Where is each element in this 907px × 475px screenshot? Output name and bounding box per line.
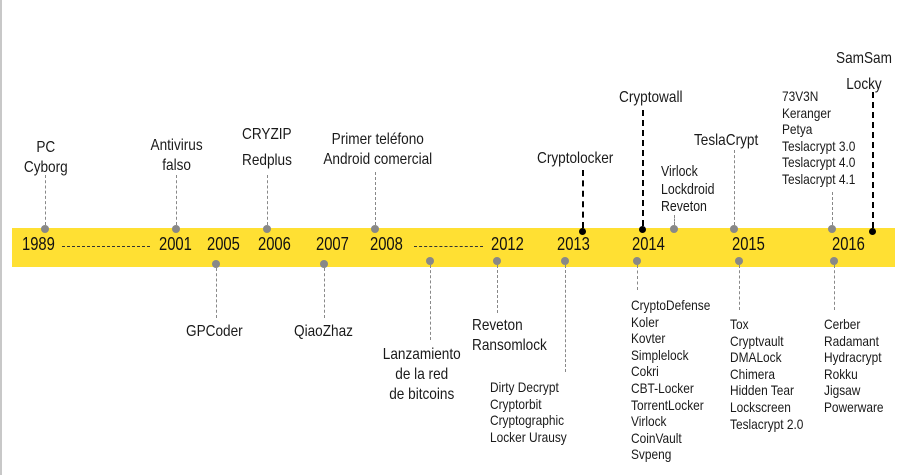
connector [872, 92, 874, 228]
connector [176, 175, 177, 225]
event-2014-group-below: CryptoDefense Koler Kovter Simplelock Cokri C… [631, 297, 711, 463]
event-2015-group-below: Tox Cryptvault DMALock Chimera Hidden Tear Lo… [730, 316, 804, 432]
marker-dot [172, 225, 180, 233]
year-1989: 1989 [22, 234, 55, 254]
marker-dot [670, 225, 678, 233]
connector [734, 150, 735, 225]
gap-line-1989-2001 [62, 246, 150, 247]
connector [267, 175, 268, 225]
year-2016: 2016 [832, 234, 865, 254]
connector [324, 268, 325, 318]
marker-dot [493, 257, 501, 265]
marker-dot [263, 225, 271, 233]
marker-dot [41, 225, 49, 233]
connector [637, 265, 638, 290]
connector [430, 265, 431, 340]
marker-dot [639, 226, 646, 233]
year-2013: 2013 [557, 234, 590, 254]
year-2005: 2005 [207, 234, 240, 254]
connector [497, 265, 498, 313]
marker-dot [212, 260, 220, 268]
marker-dot [633, 257, 641, 265]
left-border [0, 0, 2, 475]
year-2006: 2006 [258, 234, 291, 254]
event-samsam-locky: SamSam Locky [836, 50, 892, 93]
year-2007: 2007 [316, 234, 349, 254]
connector [45, 175, 46, 225]
connector [832, 192, 833, 225]
year-2001: 2001 [159, 234, 192, 254]
marker-dot [869, 228, 876, 235]
connector [582, 170, 584, 228]
marker-dot [426, 257, 434, 265]
event-reveton-ransomlock: Reveton Ransomlock [472, 317, 547, 354]
event-primer-telefono-android: Primer teléfono Android comercial [323, 131, 433, 168]
event-2016-group-below: Cerber Radamant Hydracrypt Rokku Jigsaw Power… [824, 316, 884, 415]
event-antivirus-falso: Antivirus falso [150, 137, 203, 174]
connector [375, 172, 376, 225]
marker-dot [828, 225, 836, 233]
event-2013-group-below: Dirty Decrypt Cryptorbit Cryptographic Lock… [490, 379, 567, 445]
marker-dot [730, 225, 738, 233]
marker-dot [579, 228, 586, 235]
connector [565, 265, 566, 372]
event-cryptowall: Cryptowall [619, 89, 683, 106]
timeline-bar [12, 228, 895, 267]
event-teslacrypt: TeslaCrypt [694, 132, 759, 149]
connector [216, 268, 217, 318]
marker-dot [320, 260, 328, 268]
marker-dot [830, 257, 838, 265]
connector [642, 110, 644, 226]
marker-dot [735, 257, 743, 265]
connector [674, 215, 675, 225]
year-2014: 2014 [632, 234, 665, 254]
year-2015: 2015 [732, 234, 765, 254]
event-virlock-lockdroid-reveton: Virlock Lockdroid Reveton [661, 164, 715, 215]
event-qiaozhaz: QiaoZhaz [294, 323, 353, 340]
marker-dot [561, 257, 569, 265]
event-lanzamiento-bitcoin: Lanzamiento de la red de bitcoins [382, 346, 461, 403]
event-cryzip-redplus: CRYZIP Redplus [242, 126, 292, 169]
gap-line-2008-2012 [414, 246, 483, 247]
event-cryptolocker: Cryptolocker [537, 150, 614, 167]
connector [739, 265, 740, 310]
event-2016-group-above: 73V3N Keranger Petya Teslacrypt 3.0 Teslacry… [782, 88, 856, 187]
year-2008: 2008 [370, 234, 403, 254]
connector [834, 265, 835, 310]
year-2012: 2012 [491, 234, 524, 254]
marker-dot [371, 225, 379, 233]
event-pc-cyborg: PC Cyborg [23, 139, 68, 176]
event-gpcoder: GPCoder [186, 323, 243, 340]
